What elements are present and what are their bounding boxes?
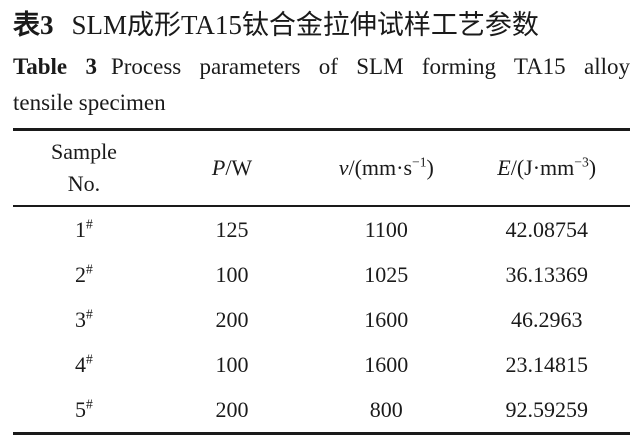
cell-sample-no: 2#	[75, 261, 93, 287]
table-caption-english-line2: tensile specimen	[13, 89, 166, 115]
cell-scan-speed: 1600	[364, 306, 409, 332]
cell-scan-speed: 800	[369, 396, 403, 422]
table-row: 3# 200 1600 46.2963	[13, 297, 630, 342]
paper-page: 表3 SLM成形TA15钛合金拉伸试样工艺参数 Table 3 Process pa…	[13, 8, 630, 436]
cell-energy-density: 92.59259	[505, 396, 588, 422]
column-header-laser-power: P/W	[211, 155, 253, 181]
cell-sample-no: 1#	[75, 216, 93, 242]
cell-laser-power: 200	[215, 396, 249, 422]
table-body: 1# 125 1100 42.08754 2# 100 1025 36.1336…	[13, 206, 630, 434]
header-sample-line2: No.	[67, 171, 101, 197]
table-caption-label-en: Table 3	[13, 54, 97, 80]
cell-scan-speed: 1025	[364, 261, 409, 287]
cell-energy-density: 46.2963	[510, 306, 583, 332]
table-row: 2# 100 1025 36.13369	[13, 252, 630, 297]
cell-sample-no: 4#	[75, 351, 93, 377]
cell-sample-no: 3#	[75, 306, 93, 332]
table-row: 1# 125 1100 42.08754	[13, 206, 630, 252]
cell-energy-density: 42.08754	[505, 216, 588, 242]
cell-sample-no: 5#	[75, 396, 93, 422]
table-caption-text-en: Process parameters of SLM forming TA15 a…	[110, 54, 631, 80]
cell-laser-power: 100	[215, 261, 249, 287]
cell-laser-power: 100	[215, 351, 249, 377]
table-caption-english-line1: Table 3 Process parameters of SLM forming…	[13, 49, 630, 85]
cell-scan-speed: 1600	[364, 351, 409, 377]
table-row: 4# 100 1600 23.14815	[13, 342, 630, 387]
cell-laser-power: 125	[215, 216, 249, 242]
header-sample-line1: Sample	[50, 139, 117, 165]
column-header-scan-speed: v/(mm·s−1)	[338, 155, 434, 181]
column-header-sample-no: Sample No.	[13, 130, 155, 207]
process-parameters-table: Sample No. P/W v/(mm·s−1) E/(J·mm−3) 1# …	[13, 128, 630, 436]
column-header-energy-density: E/(J·mm−3)	[497, 155, 597, 181]
cell-energy-density: 23.14815	[505, 351, 588, 377]
table-row: 5# 200 800 92.59259	[13, 387, 630, 434]
cell-laser-power: 200	[215, 306, 249, 332]
table-caption-label-cn: 表3	[13, 10, 54, 40]
table-caption-english: Table 3 Process parameters of SLM forming…	[13, 49, 630, 120]
table-caption-chinese: 表3 SLM成形TA15钛合金拉伸试样工艺参数	[13, 8, 630, 43]
cell-scan-speed: 1100	[364, 216, 408, 242]
header-row: Sample No. P/W v/(mm·s−1) E/(J·mm−3)	[13, 130, 630, 207]
cell-energy-density: 36.13369	[505, 261, 588, 287]
table-header: Sample No. P/W v/(mm·s−1) E/(J·mm−3)	[13, 130, 630, 207]
table-caption-text-cn: SLM成形TA15钛合金拉伸试样工艺参数	[71, 10, 539, 40]
